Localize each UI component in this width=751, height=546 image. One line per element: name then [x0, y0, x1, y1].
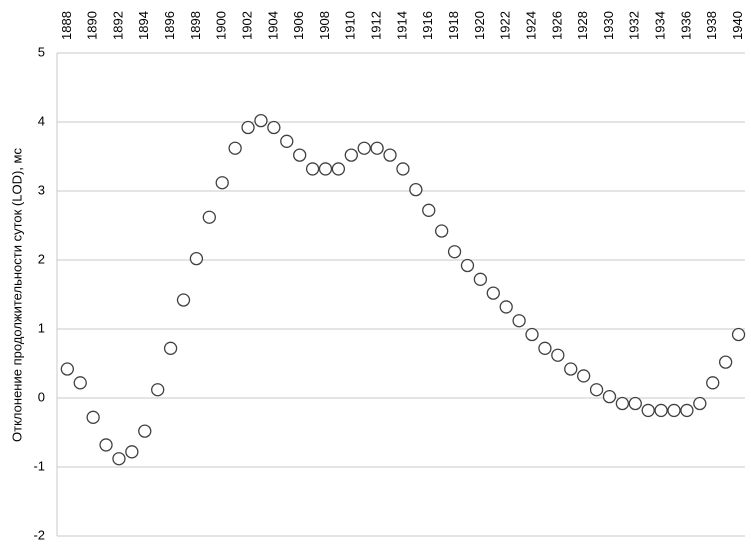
y-tick-label: 1 — [38, 320, 45, 335]
x-tick-label: 1920 — [472, 11, 487, 40]
data-point — [383, 148, 397, 162]
x-tick-label: 1906 — [291, 11, 306, 40]
x-tick-label: 1890 — [85, 11, 100, 40]
data-point — [215, 176, 229, 190]
x-tick-label: 1918 — [446, 11, 461, 40]
x-tick-label: 1896 — [162, 11, 177, 40]
data-point — [667, 403, 681, 418]
x-tick-label: 1910 — [343, 11, 358, 40]
data-point — [125, 445, 139, 459]
y-tick-label: 5 — [38, 44, 45, 59]
data-point — [615, 396, 630, 411]
data-point — [138, 424, 152, 438]
data-point — [370, 141, 384, 155]
x-tick-label: 1938 — [704, 11, 719, 40]
data-point — [718, 355, 733, 369]
x-tick-label: 1898 — [188, 11, 203, 40]
x-tick-label: 1914 — [394, 11, 409, 40]
data-point — [318, 162, 333, 176]
data-point — [538, 341, 552, 355]
data-point — [435, 224, 449, 238]
x-tick-label: 1904 — [265, 11, 280, 40]
data-point — [60, 362, 74, 376]
x-tick-label: 1892 — [110, 11, 125, 40]
data-point — [409, 182, 423, 197]
x-tick-label: 1908 — [317, 11, 332, 40]
y-axis-label: Отклонение продолжительности суток (LOD)… — [9, 148, 24, 442]
data-point — [654, 403, 668, 418]
x-tick-label: 1926 — [549, 11, 564, 40]
data-point — [86, 410, 100, 424]
data-point — [254, 113, 268, 128]
data-point — [151, 383, 165, 397]
x-tick-label: 1934 — [653, 11, 668, 40]
x-tick-label: 1936 — [678, 11, 693, 40]
data-point — [73, 376, 87, 390]
x-tick-label: 1924 — [523, 11, 538, 40]
data-point — [628, 396, 642, 411]
y-tick-label: 2 — [38, 251, 45, 266]
data-point — [241, 120, 255, 135]
x-tick-label: 1940 — [730, 11, 745, 40]
data-point — [680, 403, 694, 418]
data-point — [551, 348, 565, 362]
data-point — [293, 148, 307, 162]
data-point — [305, 162, 320, 176]
x-tick-label: 1932 — [627, 11, 642, 40]
y-tick-label: 0 — [38, 389, 45, 404]
y-tick-label: -2 — [33, 527, 45, 542]
x-tick-label: 1930 — [601, 11, 616, 40]
data-point — [525, 327, 539, 342]
data-point — [228, 141, 242, 155]
y-tick-label: 4 — [38, 113, 45, 128]
data-point — [641, 403, 655, 418]
data-point — [693, 396, 707, 411]
x-tick-label: 1902 — [239, 11, 254, 40]
x-tick-label: 1888 — [59, 11, 74, 40]
data-point — [422, 203, 436, 217]
data-point — [99, 438, 113, 452]
data-point — [189, 251, 204, 266]
data-point — [486, 286, 500, 300]
data-point — [706, 376, 720, 390]
data-point — [163, 341, 178, 355]
x-tick-label: 1922 — [498, 11, 513, 40]
data-point — [344, 148, 358, 162]
x-tick-label: 1894 — [136, 11, 151, 40]
data-point — [589, 383, 604, 397]
data-point — [731, 327, 746, 342]
data-point — [512, 314, 526, 328]
data-point — [280, 134, 294, 148]
x-tick-label: 1928 — [575, 11, 590, 40]
data-point — [576, 369, 591, 383]
data-point — [602, 389, 617, 404]
y-tick-label: -1 — [33, 458, 45, 473]
data-point — [447, 245, 462, 259]
data-point — [357, 141, 371, 155]
data-point — [331, 162, 346, 176]
data-point — [202, 210, 216, 224]
x-tick-label: 1916 — [420, 11, 435, 40]
data-point — [499, 300, 513, 314]
x-tick-label: 1912 — [369, 11, 384, 40]
data-point — [396, 162, 410, 176]
y-tick-label: 3 — [38, 182, 45, 197]
data-point — [112, 452, 126, 466]
x-tick-label: 1900 — [214, 11, 229, 40]
data-point — [564, 362, 578, 376]
data-point — [176, 293, 191, 307]
data-point — [460, 258, 475, 273]
data-point — [267, 120, 281, 135]
data-point — [473, 272, 488, 286]
